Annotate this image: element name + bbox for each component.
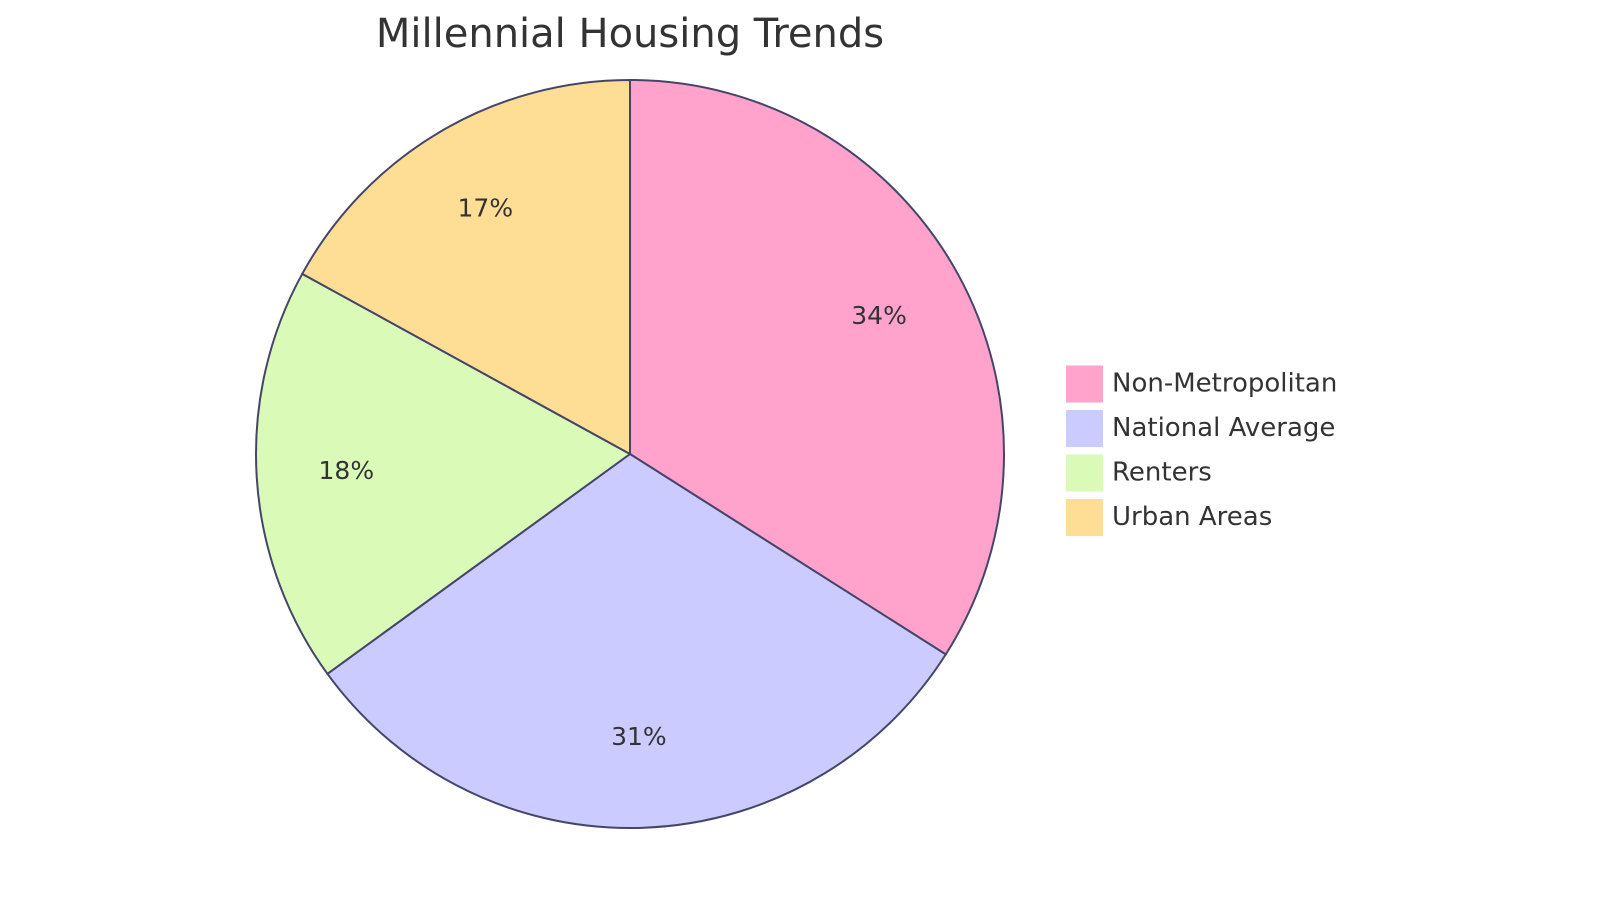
legend-label: National Average bbox=[1112, 413, 1335, 443]
legend-swatch bbox=[1066, 454, 1103, 492]
legend-swatch bbox=[1066, 365, 1103, 403]
legend-label: Urban Areas bbox=[1112, 502, 1272, 532]
pie-slice bbox=[255, 272, 632, 676]
data-label: 31% bbox=[611, 722, 667, 751]
legend-swatch bbox=[1066, 499, 1103, 536]
pie-slice bbox=[300, 78, 631, 456]
pie-slice bbox=[629, 78, 1005, 656]
data-label: 17% bbox=[458, 193, 514, 222]
legend-label: Non-Metropolitan bbox=[1112, 369, 1337, 399]
chart-title: Millennial Housing Trends bbox=[376, 11, 884, 57]
data-label: 34% bbox=[851, 301, 907, 330]
data-label: 18% bbox=[319, 456, 375, 485]
legend-swatch bbox=[1066, 410, 1103, 447]
pie-slice bbox=[326, 452, 948, 829]
legend-label: Renters bbox=[1112, 458, 1212, 488]
